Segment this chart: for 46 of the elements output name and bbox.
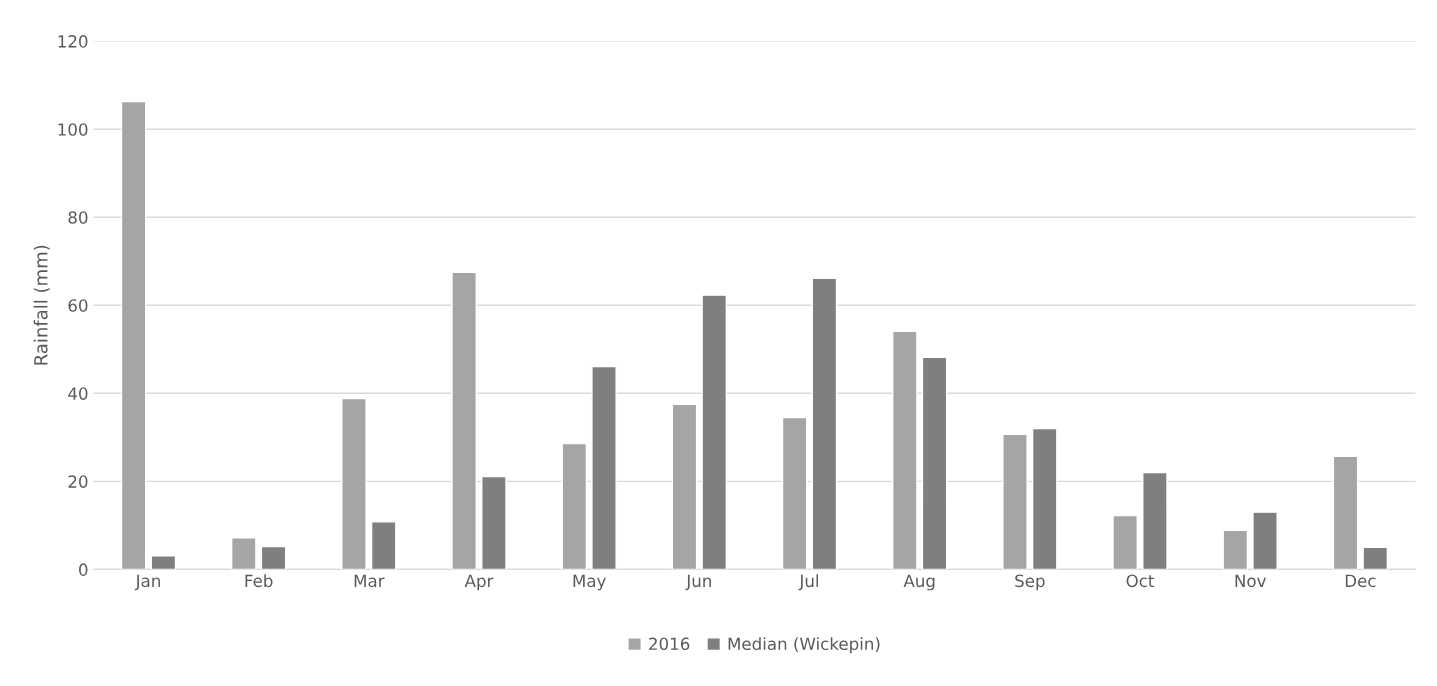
- x-tick-label: Nov: [1235, 574, 1266, 588]
- bar: [701, 294, 728, 570]
- x-tick-label: Feb: [245, 574, 273, 588]
- x-tick-label: Jun: [685, 574, 711, 591]
- bar: [1222, 529, 1249, 570]
- bar: [1142, 471, 1168, 570]
- bar: [781, 416, 808, 570]
- bar: [1362, 546, 1389, 570]
- x-tick-label: Sep: [1015, 574, 1045, 591]
- x-tick-label: Apr: [464, 574, 494, 591]
- bar: [150, 555, 177, 570]
- bar: [811, 277, 838, 570]
- bar: [1112, 514, 1138, 570]
- x-tick-label: Oct: [1126, 574, 1155, 588]
- bar: [1002, 433, 1028, 570]
- y-tick-label: 0: [79, 563, 88, 576]
- bar: [1332, 455, 1359, 570]
- y-axis-title: Rainfall (mm): [33, 245, 50, 365]
- bar: [671, 403, 698, 570]
- x-tick-label: Jan: [134, 574, 160, 591]
- y-tick-label: 40: [68, 387, 88, 400]
- x-tick-label: Jul: [798, 574, 818, 591]
- y-tick-label: 20: [68, 475, 88, 488]
- bar: [591, 365, 617, 570]
- bar: [1252, 511, 1278, 570]
- legend-label: Median (Wickepin): [728, 637, 880, 654]
- legend-label: 2016: [649, 637, 690, 651]
- bar: [230, 536, 257, 570]
- bar: [1031, 427, 1058, 570]
- bar: [921, 356, 948, 570]
- bar: [370, 521, 397, 570]
- bar: [120, 100, 147, 570]
- y-tick-label: 120: [58, 35, 88, 48]
- bar: [451, 271, 477, 570]
- x-tick-label: May: [573, 574, 606, 591]
- bar: [341, 397, 367, 570]
- y-tick-label: 100: [58, 123, 88, 136]
- x-tick-label: Dec: [1345, 574, 1376, 588]
- y-tick-label: 60: [68, 299, 88, 312]
- bar: [891, 330, 918, 570]
- bar: [561, 442, 588, 570]
- y-tick-label: 80: [68, 211, 88, 224]
- bar: [481, 475, 507, 570]
- x-tick-label: Mar: [354, 574, 385, 588]
- x-tick-label: Aug: [903, 574, 935, 591]
- bar: [260, 545, 287, 570]
